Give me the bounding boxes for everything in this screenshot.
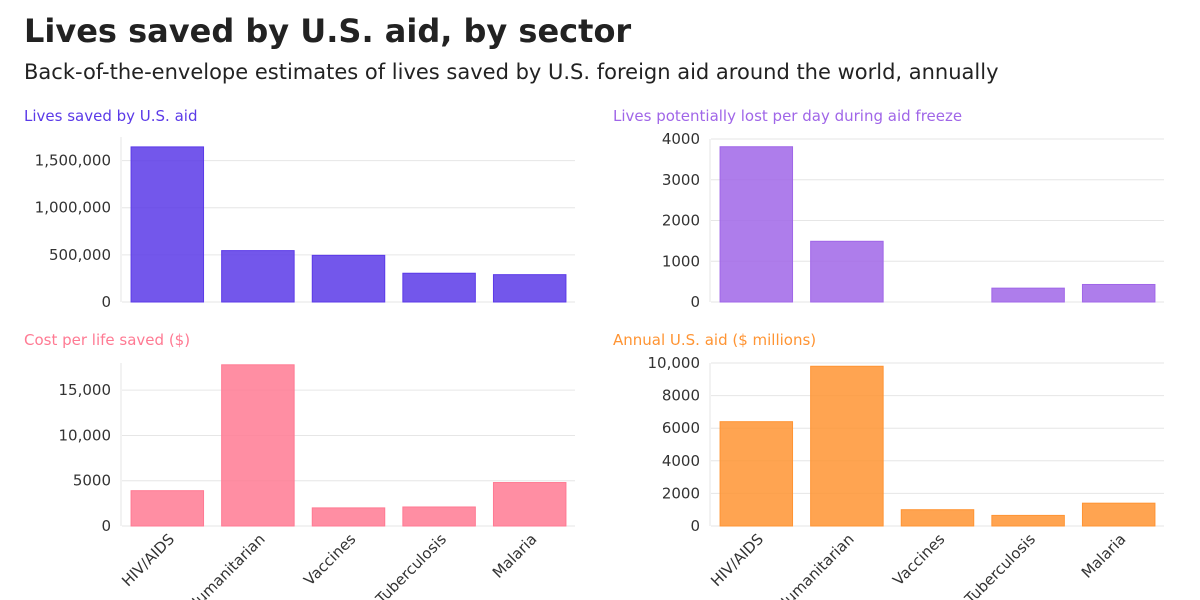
- panel-title: Lives saved by U.S. aid: [24, 107, 197, 125]
- bar-malaria: [492, 274, 567, 303]
- bar-hiv-aids: [719, 421, 794, 527]
- y-tick-label: 1,500,000: [35, 152, 111, 170]
- y-tick-label: 0: [690, 517, 700, 535]
- chart-panel-3: Cost per life saved ($) 0 5000 10,000 15,000…: [24, 331, 575, 600]
- x-tick-label: Humanitarian: [184, 530, 269, 600]
- x-tick-label: Vaccines: [300, 530, 359, 589]
- bar-hiv-aids: [130, 146, 205, 303]
- bar-malaria: [492, 482, 567, 527]
- bar-vaccines: [900, 509, 975, 527]
- x-tick-label: Malaria: [489, 530, 541, 582]
- bar-hiv-aids: [130, 490, 205, 527]
- bar-humanitarian: [810, 240, 884, 303]
- bar-malaria: [1081, 502, 1156, 527]
- bar-tuberculosis: [402, 506, 476, 527]
- bar-tuberculosis: [991, 514, 1065, 527]
- bar-hiv-aids: [719, 146, 794, 303]
- y-tick-label: 5000: [73, 472, 111, 490]
- bar-malaria: [1081, 283, 1156, 303]
- bar-tuberculosis: [991, 287, 1065, 303]
- y-tick-label: 1000: [662, 252, 700, 270]
- x-tick-label: HIV/AIDS: [707, 530, 767, 590]
- y-tick-label: 0: [101, 293, 111, 311]
- y-tick-label: 500,000: [49, 246, 111, 264]
- y-tick-label: 1,000,000: [35, 199, 111, 217]
- chart-panel-1: Lives saved by U.S. aid 0 500,000 1,000,000…: [24, 107, 575, 311]
- y-tick-label: 0: [101, 517, 111, 535]
- panel-title: Annual U.S. aid ($ millions): [613, 331, 816, 349]
- y-tick-label: 4000: [662, 452, 700, 470]
- x-tick-label: HIV/AIDS: [118, 530, 178, 590]
- x-tick-label: Malaria: [1078, 530, 1130, 582]
- bar-humanitarian: [810, 365, 884, 527]
- chart-title: Lives saved by U.S. aid, by sector: [24, 12, 632, 50]
- y-tick-label: 4000: [662, 130, 700, 148]
- y-tick-label: 2000: [662, 212, 700, 230]
- bar-vaccines: [311, 254, 386, 303]
- bar-humanitarian: [221, 364, 295, 527]
- y-tick-label: 3000: [662, 171, 700, 189]
- y-tick-label: 6000: [662, 419, 700, 437]
- x-tick-label: Vaccines: [889, 530, 948, 589]
- y-tick-label: 10,000: [59, 426, 112, 444]
- x-tick-label: Tuberculosis: [372, 530, 451, 600]
- y-tick-label: 15,000: [59, 381, 112, 399]
- x-tick-label: Humanitarian: [773, 530, 858, 600]
- bar-vaccines: [311, 507, 386, 527]
- panel-title: Cost per life saved ($): [24, 331, 190, 349]
- y-tick-label: 2000: [662, 484, 700, 502]
- y-tick-label: 10,000: [648, 354, 701, 372]
- bar-tuberculosis: [402, 272, 476, 303]
- chart-subtitle: Back-of-the-envelope estimates of lives …: [24, 60, 999, 84]
- bar-humanitarian: [221, 250, 295, 303]
- x-tick-label: Tuberculosis: [961, 530, 1040, 600]
- y-tick-label: 0: [690, 293, 700, 311]
- y-tick-label: 8000: [662, 387, 700, 405]
- chart-panel-4: Annual U.S. aid ($ millions) 0 2000 4000 600…: [613, 331, 1164, 600]
- panel-title: Lives potentially lost per day during ai…: [613, 107, 962, 125]
- chart-panel-2: Lives potentially lost per day during ai…: [613, 107, 1164, 311]
